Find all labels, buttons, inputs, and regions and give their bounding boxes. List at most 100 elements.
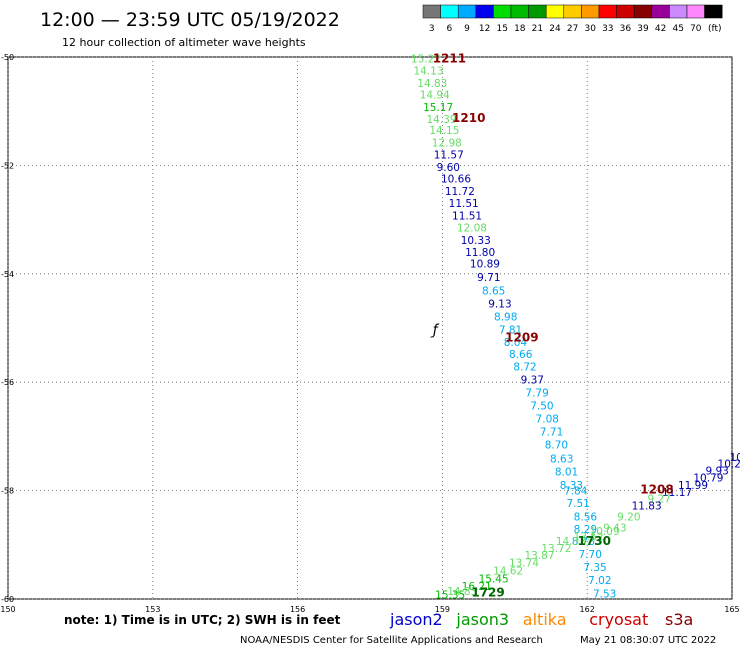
data-point-label: 11.83: [632, 501, 662, 513]
data-point-label: 7.50: [530, 400, 553, 412]
legend-label: 33: [602, 24, 613, 34]
data-point-label: 15.17: [423, 102, 453, 114]
data-point-label: 10.79: [693, 472, 723, 484]
plot-area: 150 153 156 159 162 165 -50 -52 -54 -56 -58 -60 15…: [0, 51, 740, 614]
legend-label: 36: [620, 24, 632, 34]
data-point-label: 14.62: [493, 566, 523, 578]
y-tick-label: -56: [1, 378, 14, 387]
data-point-label: 8.70: [545, 439, 568, 451]
legend-swatch: [422, 4, 441, 19]
data-point-label: 8.63: [550, 453, 573, 465]
satellite-jason3: jason3: [455, 610, 509, 629]
data-point-label: 7.81: [499, 324, 522, 336]
data-point-label: 14.94: [420, 90, 450, 102]
legend-swatch: [669, 4, 688, 19]
data-point-label: 8.04: [504, 337, 528, 349]
legend-label: 6: [447, 24, 453, 34]
legend-label: 42: [655, 24, 666, 34]
legend-label: 9: [464, 24, 470, 34]
y-tick-label: -54: [1, 270, 14, 279]
data-point-label: 11.99: [678, 480, 708, 492]
data-point-label: 7.71: [540, 426, 563, 438]
data-point-label: 7.53: [593, 588, 616, 600]
data-point-label: 15.22: [411, 53, 441, 65]
time-label: 1208: [640, 482, 673, 496]
satellite-s3a: s3a: [665, 610, 693, 629]
legend-swatch: [528, 4, 547, 19]
legend-label: 21: [532, 24, 543, 34]
data-point-label: 7.51: [566, 498, 589, 510]
data-point-label: 14.13: [413, 65, 443, 77]
y-tick-label: -52: [1, 161, 14, 170]
grid-lines: [7, 56, 733, 600]
x-tick-label: 159: [435, 605, 450, 614]
data-point-label: 14.33: [556, 536, 586, 548]
x-tick-label: 162: [580, 605, 595, 614]
legend-label: 3: [429, 24, 435, 34]
legend-label: 70: [690, 24, 702, 34]
x-tick-label: 153: [145, 605, 160, 614]
data-point-label: 12.08: [457, 223, 487, 235]
data-point-label: 14.15: [429, 125, 459, 137]
color-scale-legend: 3 6 9 12 15 18 21 24 27 30 33 36 39 42 45 70 (ft): [422, 4, 723, 34]
data-point-label: 8.33: [560, 480, 583, 492]
chart-title: 12:00 — 23:59 UTC 05/19/2022: [40, 9, 340, 31]
data-point-label: 10.89: [470, 258, 500, 270]
swirl-marker: ƒ: [430, 323, 440, 339]
time-label: 1209: [505, 331, 538, 345]
plot-frame: [7, 56, 733, 600]
legend-swatch: [651, 4, 670, 19]
data-points: 15.2214.1314.8314.9415.1714.3914.1512.98…: [411, 53, 740, 601]
legend-swatch: [704, 4, 723, 19]
legend-label: 27: [567, 24, 578, 34]
data-point-label: 8.65: [482, 285, 505, 297]
legend-swatch: [510, 4, 529, 19]
data-point-label: 8.72: [513, 361, 536, 373]
legend-swatch: [545, 4, 565, 19]
data-point-label: 7.08: [536, 413, 559, 425]
data-point-label: 13.52: [574, 531, 604, 543]
data-point-label: 7.35: [583, 562, 606, 574]
data-point-label: 9.37: [521, 374, 544, 386]
data-point-label: 8.73: [572, 536, 595, 548]
data-point-label: 15.35: [435, 589, 465, 601]
y-tick-label: -50: [1, 53, 14, 62]
data-point-label: 10.33: [461, 235, 491, 247]
data-point-label: 7.02: [588, 575, 611, 587]
legend-label: 45: [672, 24, 683, 34]
legend-label: 12: [479, 24, 490, 34]
data-point-label: 8.66: [509, 349, 533, 361]
legend-swatch: [686, 4, 705, 19]
data-point-label: 14.83: [417, 78, 447, 90]
data-point-label: 9.20: [617, 511, 640, 523]
y-tick-label: -58: [1, 487, 14, 496]
x-tick-label: 156: [290, 605, 305, 614]
time-label: 1210: [452, 111, 485, 125]
satellite-altika: altika: [523, 610, 567, 629]
legend-unit: (ft): [708, 24, 722, 34]
data-point-label: 9.13: [488, 298, 511, 310]
satellite-cryosat: cryosat: [589, 610, 648, 629]
legend-label: 39: [637, 24, 649, 34]
time-label: 1730: [578, 534, 611, 548]
markers: ƒ: [430, 323, 440, 339]
data-point-label: 9.27: [648, 494, 671, 506]
data-point-label: 11.80: [465, 247, 495, 259]
legend-label: 24: [549, 24, 561, 34]
legend-swatch: [475, 4, 494, 19]
satellite-legend: jason2 jason3 altika cryosat s3a: [389, 610, 693, 629]
data-point-label: 14.83: [447, 586, 477, 598]
chart-subtitle: 12 hour collection of altimeter wave hei…: [62, 36, 306, 49]
data-point-label: 10.66: [441, 174, 471, 186]
data-point-label: 10.9: [730, 452, 740, 464]
data-point-label: 10.09: [590, 526, 620, 538]
data-point-label: 9.43: [603, 522, 626, 534]
data-point-label: 10.27: [718, 458, 740, 470]
satellite-jason2: jason2: [389, 610, 443, 629]
y-tick-label: -60: [1, 595, 14, 604]
data-point-label: 7.84: [564, 485, 588, 497]
x-tick-label: 165: [724, 605, 739, 614]
data-point-label: 13.72: [541, 543, 571, 555]
x-axis-ticks: 150 153 156 159 162 165: [0, 605, 739, 614]
time-label: 1729: [471, 585, 504, 599]
